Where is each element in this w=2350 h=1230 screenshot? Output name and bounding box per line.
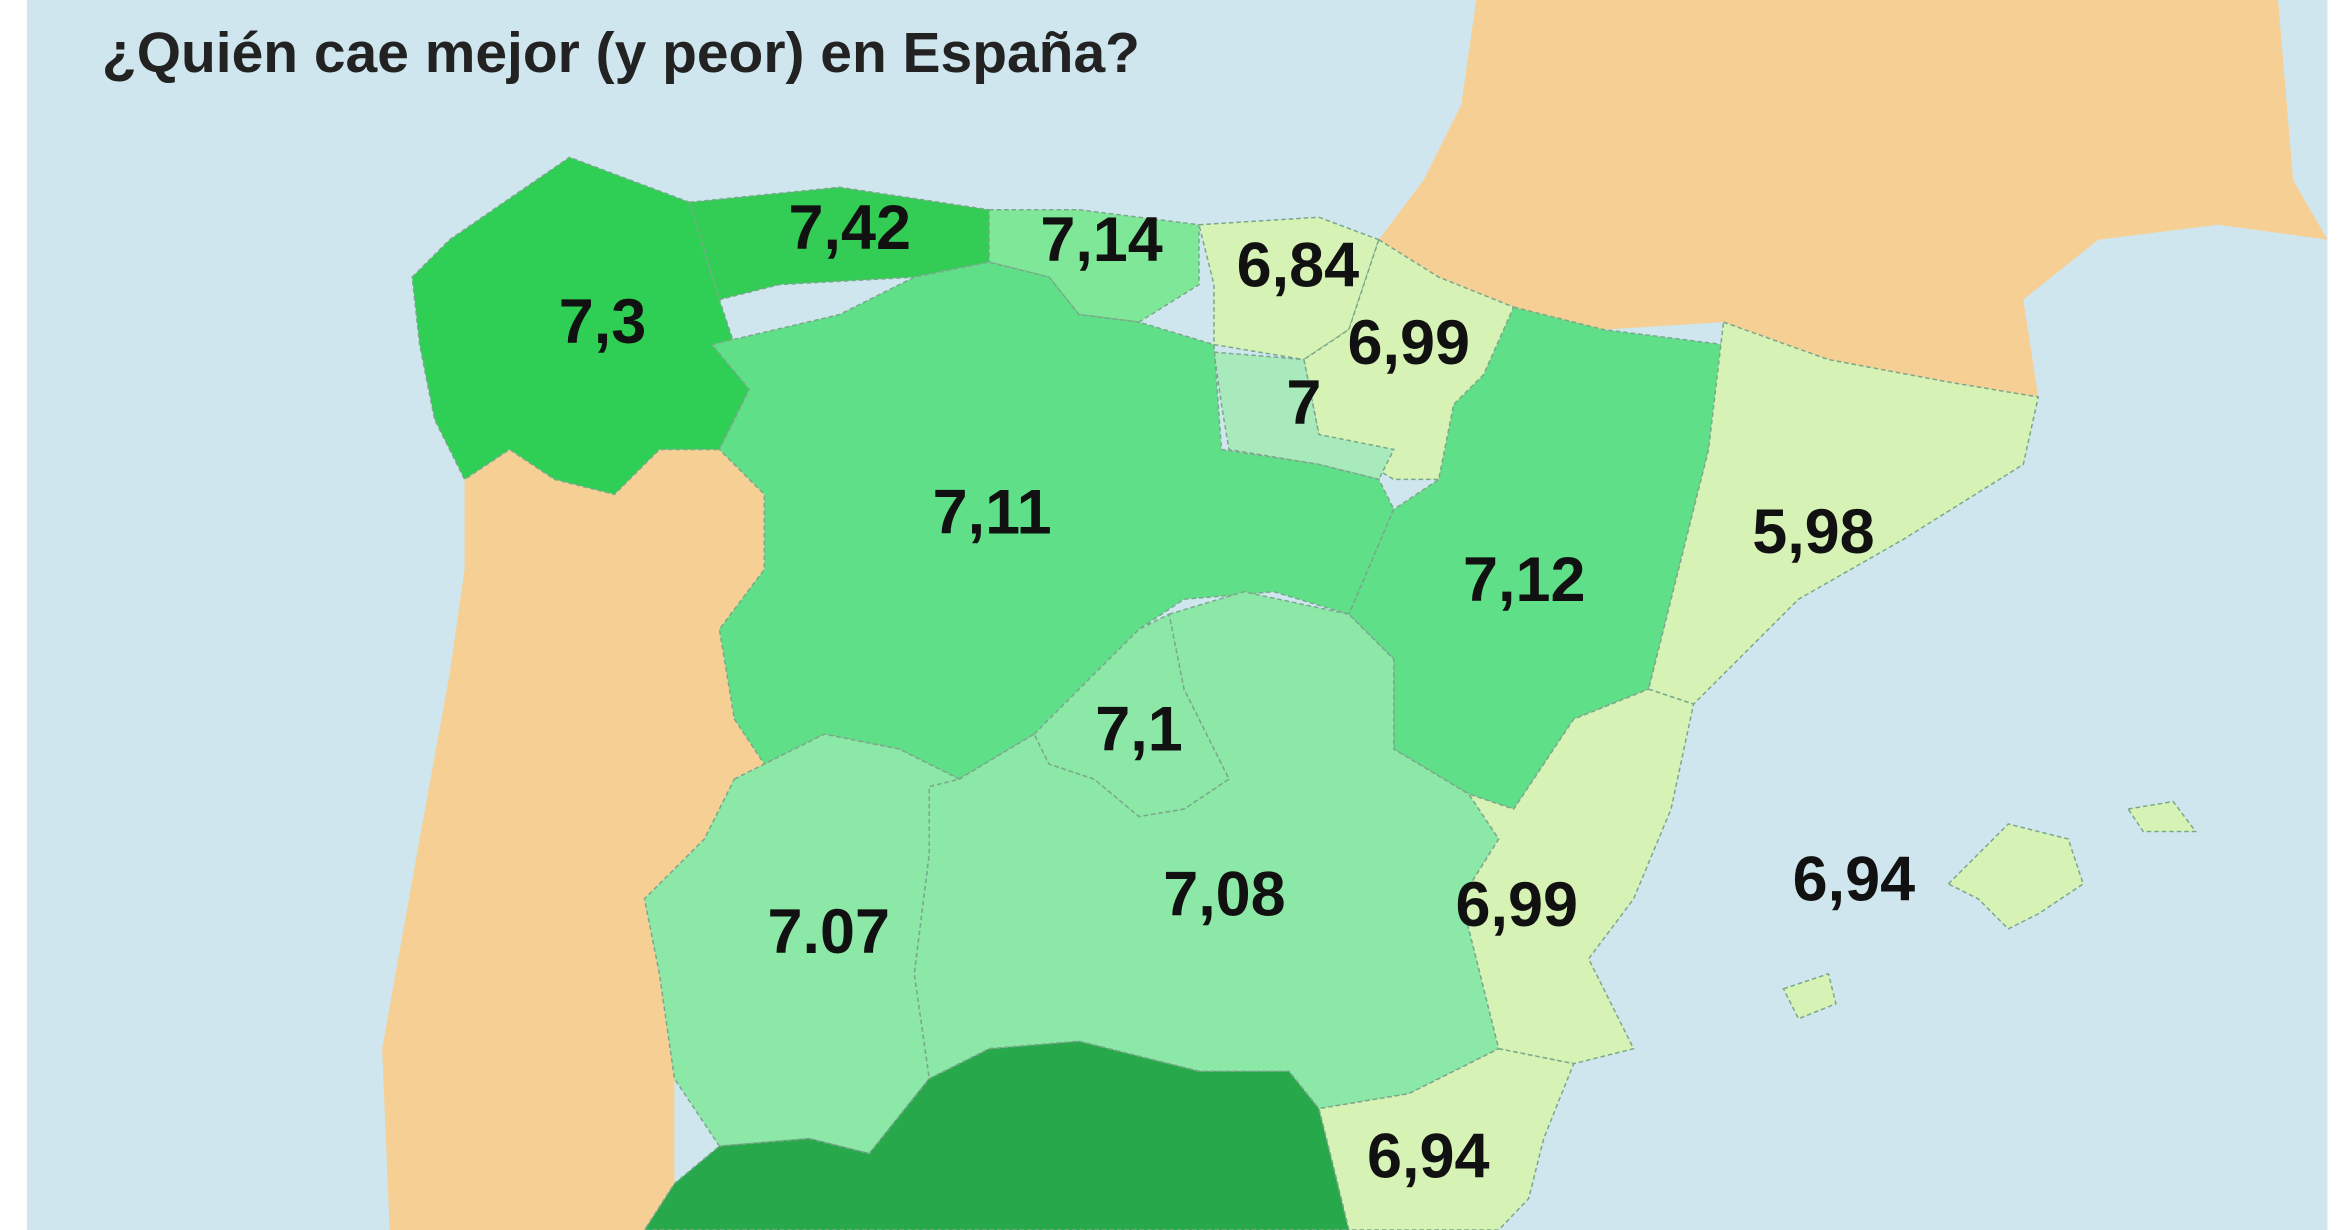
murcia	[1317, 1047, 1575, 1230]
region-label: 6,99	[1348, 308, 1470, 378]
region-label: 7,12	[1463, 545, 1585, 615]
region-label: 6,99	[1455, 870, 1577, 940]
region-label: 7,11	[933, 478, 1052, 548]
region-label: 7,3	[559, 287, 647, 357]
france	[1378, 0, 2328, 398]
madrid	[1033, 613, 1230, 818]
galicia	[411, 156, 751, 496]
portugal	[382, 449, 765, 1230]
ibiza	[1782, 972, 1837, 1020]
cataluna	[1647, 321, 2040, 705]
castilla-leon	[710, 261, 1395, 780]
mallorca	[1947, 823, 2085, 930]
title: ¿Quién cae mejor (y peor) en España?	[102, 21, 1140, 85]
region-label: 7	[1286, 368, 1321, 438]
region-label: 7,08	[1163, 860, 1285, 930]
region-label: 7.07	[768, 897, 890, 967]
region-label: 6,84	[1237, 230, 1359, 300]
region-label: 7,1	[1095, 695, 1183, 765]
region-label: 7,14	[1040, 205, 1162, 275]
navarra	[1303, 238, 1515, 481]
region-label: 5,98	[1752, 497, 1874, 567]
region-label: 7,42	[789, 193, 911, 263]
region-label: 6,94	[1367, 1122, 1489, 1192]
pais-vasco	[1198, 216, 1380, 361]
la-rioja	[1213, 351, 1395, 481]
region-label: 6,94	[1793, 845, 1915, 915]
menorca	[2126, 800, 2198, 833]
andalucia	[643, 1040, 1350, 1230]
